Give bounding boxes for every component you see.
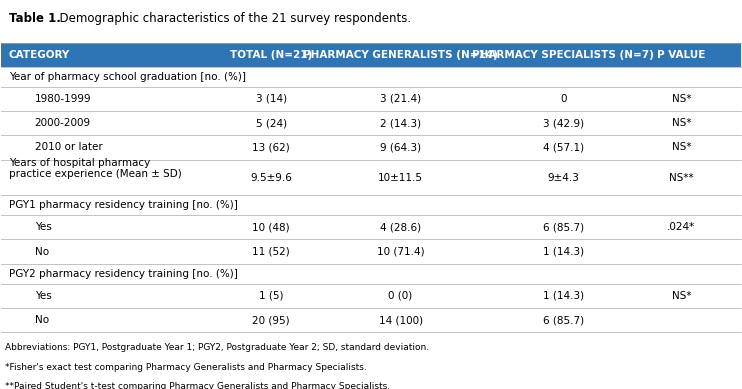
Text: 3 (14): 3 (14) [256, 94, 286, 104]
Text: 6 (85.7): 6 (85.7) [542, 223, 584, 232]
Text: PGY1 pharmacy residency training [no. (%)]: PGY1 pharmacy residency training [no. (%… [9, 200, 237, 210]
Text: 10±11.5: 10±11.5 [378, 173, 423, 182]
FancyBboxPatch shape [1, 308, 741, 332]
Text: NS*: NS* [672, 94, 692, 104]
Text: 10 (48): 10 (48) [252, 223, 290, 232]
Text: P VALUE: P VALUE [657, 50, 706, 60]
Text: .024*: .024* [667, 223, 695, 232]
Text: 10 (71.4): 10 (71.4) [377, 247, 424, 257]
Text: PHARMACY GENERALISTS (N=14): PHARMACY GENERALISTS (N=14) [303, 50, 498, 60]
Text: 2000-2009: 2000-2009 [35, 118, 91, 128]
Text: No: No [35, 247, 49, 257]
FancyBboxPatch shape [1, 67, 741, 87]
Text: TOTAL (N=21): TOTAL (N=21) [230, 50, 312, 60]
Text: 6 (85.7): 6 (85.7) [542, 315, 584, 325]
FancyBboxPatch shape [1, 159, 741, 195]
Text: NS*: NS* [672, 118, 692, 128]
Text: NS*: NS* [672, 142, 692, 152]
Text: 0: 0 [560, 94, 566, 104]
Text: 13 (62): 13 (62) [252, 142, 290, 152]
FancyBboxPatch shape [1, 87, 741, 111]
Text: Yes: Yes [35, 291, 51, 301]
FancyBboxPatch shape [1, 264, 741, 284]
Text: PHARMACY SPECIALISTS (N=7): PHARMACY SPECIALISTS (N=7) [472, 50, 654, 60]
FancyBboxPatch shape [1, 111, 741, 135]
Text: 1 (14.3): 1 (14.3) [542, 247, 584, 257]
Text: 2010 or later: 2010 or later [35, 142, 102, 152]
FancyBboxPatch shape [1, 42, 741, 67]
Text: 20 (95): 20 (95) [252, 315, 290, 325]
Text: 3 (42.9): 3 (42.9) [542, 118, 584, 128]
Text: 9±4.3: 9±4.3 [548, 173, 580, 182]
Text: NS*: NS* [672, 291, 692, 301]
Text: Year of pharmacy school graduation [no. (%)]: Year of pharmacy school graduation [no. … [9, 72, 246, 82]
Text: Yes: Yes [35, 223, 51, 232]
FancyBboxPatch shape [1, 284, 741, 308]
FancyBboxPatch shape [1, 135, 741, 159]
Text: 5 (24): 5 (24) [256, 118, 286, 128]
Text: *Fisher's exact test comparing Pharmacy Generalists and Pharmacy Specialists.: *Fisher's exact test comparing Pharmacy … [5, 363, 367, 371]
Text: 4 (57.1): 4 (57.1) [542, 142, 584, 152]
Text: 11 (52): 11 (52) [252, 247, 290, 257]
Text: 14 (100): 14 (100) [378, 315, 423, 325]
Text: Years of hospital pharmacy
practice experience (Mean ± SD): Years of hospital pharmacy practice expe… [9, 158, 182, 179]
Text: **Paired Student's t-test comparing Pharmacy Generalists and Pharmacy Specialist: **Paired Student's t-test comparing Phar… [5, 382, 390, 389]
Text: 9 (64.3): 9 (64.3) [380, 142, 421, 152]
Text: 1980-1999: 1980-1999 [35, 94, 91, 104]
Text: PGY2 pharmacy residency training [no. (%)]: PGY2 pharmacy residency training [no. (%… [9, 269, 237, 279]
Text: 2 (14.3): 2 (14.3) [380, 118, 421, 128]
FancyBboxPatch shape [1, 215, 741, 240]
Text: 9.5±9.6: 9.5±9.6 [250, 173, 292, 182]
Text: 4 (28.6): 4 (28.6) [380, 223, 421, 232]
Text: 1 (5): 1 (5) [259, 291, 283, 301]
Text: Table 1.: Table 1. [9, 12, 61, 25]
FancyBboxPatch shape [1, 240, 741, 264]
Text: CATEGORY: CATEGORY [9, 50, 70, 60]
Text: No: No [35, 315, 49, 325]
Text: 0 (0): 0 (0) [389, 291, 413, 301]
FancyBboxPatch shape [1, 195, 741, 215]
Text: Abbreviations: PGY1, Postgraduate Year 1; PGY2, Postgraduate Year 2; SD, standar: Abbreviations: PGY1, Postgraduate Year 1… [5, 343, 429, 352]
Text: NS**: NS** [669, 173, 694, 182]
Text: 3 (21.4): 3 (21.4) [380, 94, 421, 104]
Text: 1 (14.3): 1 (14.3) [542, 291, 584, 301]
Text: Demographic characteristics of the 21 survey respondents.: Demographic characteristics of the 21 su… [52, 12, 411, 25]
